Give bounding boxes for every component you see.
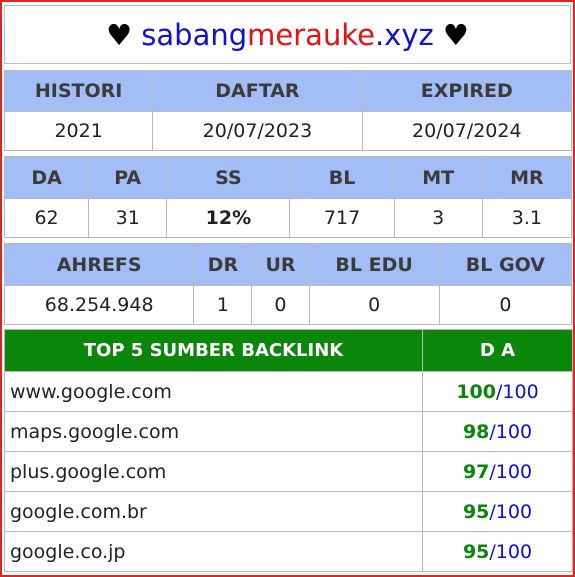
table-row: google.com.br 95/100 bbox=[4, 491, 573, 532]
da-max: 100 bbox=[495, 540, 533, 563]
bl-gov-value: 0 bbox=[438, 285, 573, 325]
da-max: 100 bbox=[495, 500, 533, 523]
backlink-da: 100/100 bbox=[422, 371, 573, 412]
backlink-site: maps.google.com bbox=[4, 411, 423, 452]
domain-title: ♥ sabang merauke .xyz ♥ bbox=[4, 5, 571, 64]
backlink-da: 95/100 bbox=[422, 491, 573, 532]
metrics-header-row: DA PA SS BL MT MR bbox=[3, 156, 573, 199]
histori-value: 2021 bbox=[3, 111, 154, 151]
registration-value-row: 2021 20/07/2023 20/07/2024 bbox=[3, 111, 573, 151]
ahrefs-value: 68.254.948 bbox=[3, 285, 195, 325]
backlink-site: www.google.com bbox=[4, 371, 423, 412]
daftar-value: 20/07/2023 bbox=[152, 111, 363, 151]
ahrefs-header-row: AHREFS DR UR BL EDU BL GOV bbox=[3, 243, 573, 286]
pa-value: 31 bbox=[88, 198, 168, 238]
registration-header-row: HISTORI DAFTAR EXPIRED bbox=[3, 70, 573, 112]
ahrefs-value-row: 68.254.948 1 0 0 0 bbox=[3, 285, 573, 325]
table-row: www.google.com 100/100 bbox=[4, 371, 573, 412]
daftar-header: DAFTAR bbox=[152, 70, 363, 112]
domain-name-part2: merauke bbox=[247, 17, 375, 52]
da-max: 100 bbox=[495, 420, 533, 443]
da-score: 95 bbox=[462, 540, 490, 563]
ss-header: SS bbox=[166, 156, 291, 199]
bl-value: 717 bbox=[289, 198, 395, 238]
da-score: 97 bbox=[462, 460, 490, 483]
backlink-source-header: TOP 5 SUMBER BACKLINK bbox=[4, 329, 423, 372]
domain-name-tld: .xyz bbox=[374, 17, 434, 52]
domain-name-part1: sabang bbox=[141, 17, 248, 52]
ur-value: 0 bbox=[251, 285, 310, 325]
heart-icon: ♥ bbox=[442, 17, 469, 52]
dr-value: 1 bbox=[193, 285, 253, 325]
table-row: maps.google.com 98/100 bbox=[4, 411, 573, 452]
da-max: 100 bbox=[495, 460, 533, 483]
mt-value: 3 bbox=[393, 198, 483, 238]
mt-header: MT bbox=[393, 156, 483, 199]
backlink-site: google.com.br bbox=[4, 491, 423, 532]
table-row: plus.google.com 97/100 bbox=[4, 451, 573, 492]
da-separator: / bbox=[496, 380, 503, 403]
da-max: 100 bbox=[502, 380, 539, 403]
backlink-site: google.co.jp bbox=[4, 531, 423, 572]
da-score: 95 bbox=[462, 500, 490, 523]
metrics-table: DA PA SS BL MT MR 62 31 12% 717 3 3.1 bbox=[3, 156, 573, 238]
backlink-da: 97/100 bbox=[422, 451, 573, 492]
ahrefs-table: AHREFS DR UR BL EDU BL GOV 68.254.948 1 … bbox=[3, 243, 573, 325]
bl-header: BL bbox=[289, 156, 395, 199]
expired-header: EXPIRED bbox=[361, 70, 573, 112]
da-score: 98 bbox=[462, 420, 490, 443]
da-score: 100 bbox=[456, 380, 496, 403]
metrics-value-row: 62 31 12% 717 3 3.1 bbox=[3, 198, 573, 238]
da-separator: / bbox=[489, 500, 496, 523]
bl-gov-header: BL GOV bbox=[438, 243, 573, 286]
backlink-da-header: D A bbox=[422, 329, 573, 372]
histori-header: HISTORI bbox=[3, 70, 154, 112]
backlink-da: 95/100 bbox=[422, 531, 573, 572]
backlink-table: TOP 5 SUMBER BACKLINK D A www.google.com… bbox=[4, 329, 573, 572]
ur-header: UR bbox=[251, 243, 310, 286]
da-separator: / bbox=[489, 420, 496, 443]
heart-icon: ♥ bbox=[106, 17, 133, 52]
expired-value: 20/07/2024 bbox=[361, 111, 573, 151]
mr-header: MR bbox=[481, 156, 573, 199]
da-separator: / bbox=[489, 460, 496, 483]
backlink-header-row: TOP 5 SUMBER BACKLINK D A bbox=[4, 329, 573, 372]
da-value: 62 bbox=[3, 198, 90, 238]
ss-value: 12% bbox=[166, 198, 291, 238]
table-row: google.co.jp 95/100 bbox=[4, 531, 573, 572]
backlink-da: 98/100 bbox=[422, 411, 573, 452]
registration-table: HISTORI DAFTAR EXPIRED 2021 20/07/2023 2… bbox=[3, 70, 573, 151]
dr-header: DR bbox=[193, 243, 253, 286]
mr-value: 3.1 bbox=[481, 198, 573, 238]
ahrefs-header: AHREFS bbox=[3, 243, 195, 286]
bl-edu-header: BL EDU bbox=[308, 243, 440, 286]
bl-edu-value: 0 bbox=[308, 285, 440, 325]
da-header: DA bbox=[3, 156, 90, 199]
pa-header: PA bbox=[88, 156, 168, 199]
da-separator: / bbox=[489, 540, 496, 563]
backlink-site: plus.google.com bbox=[4, 451, 423, 492]
